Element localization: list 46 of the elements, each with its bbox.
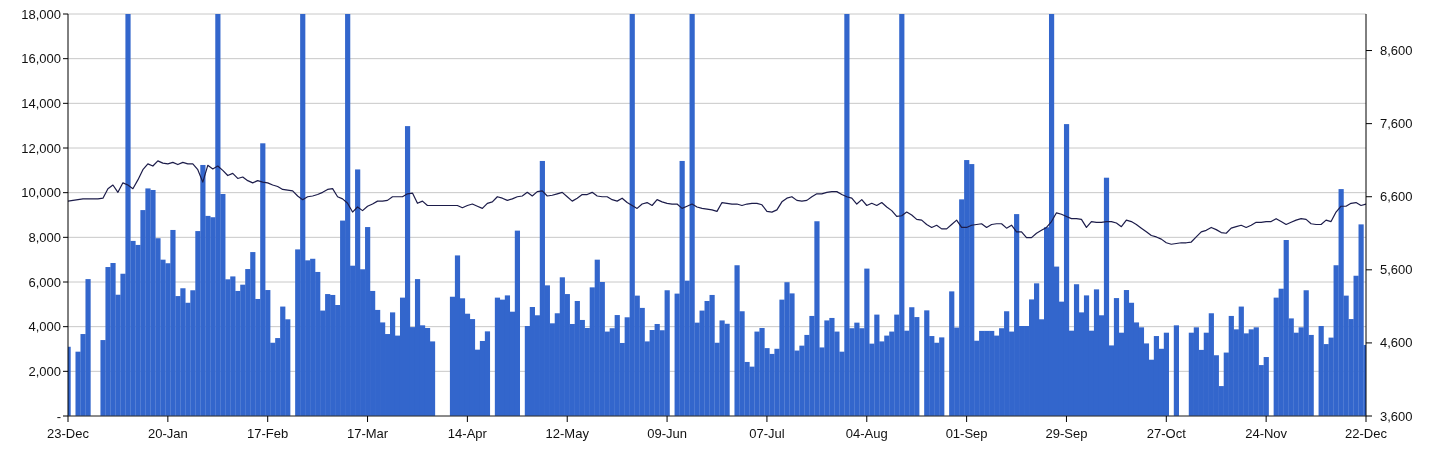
- bar: [494, 297, 501, 416]
- bar: [1173, 325, 1179, 416]
- x-tick-label: 27-Oct: [1146, 426, 1187, 441]
- line-series: [68, 160, 1366, 245]
- bar: [484, 331, 491, 416]
- y-tick-label: 14,000: [21, 95, 61, 111]
- x-tick-label: 23-Dec: [47, 426, 90, 441]
- y-tick-label: 18,000: [21, 6, 61, 22]
- y-tick-label: 6,000: [28, 274, 61, 290]
- y-tick-label: 4,000: [28, 319, 61, 335]
- y-tick-label: 16,000: [21, 51, 61, 67]
- y-tick-label: 10,000: [21, 185, 61, 201]
- y2-tick-label: 8,600: [1380, 43, 1413, 59]
- bar: [1048, 14, 1055, 416]
- x-tick-label: 17-Feb: [247, 426, 289, 441]
- y2-tick-label: 4,600: [1380, 335, 1413, 351]
- x-tick-label: 04-Aug: [845, 426, 888, 441]
- x-tick-label: 20-Jan: [147, 426, 188, 441]
- x-tick-label: 09-Jun: [647, 426, 687, 441]
- x-tick-label: 22-Dec: [1345, 426, 1388, 441]
- x-tick-label: 12-May: [545, 426, 590, 441]
- x-tick-label: 24-Nov: [1245, 426, 1288, 441]
- bar: [949, 291, 955, 416]
- x-tick-label: 17-Mar: [346, 426, 389, 441]
- bar: [924, 310, 930, 416]
- y2-tick-label: 5,600: [1380, 262, 1413, 278]
- bar: [514, 230, 520, 416]
- x-tick-label: 07-Jul: [749, 426, 785, 441]
- bar: [709, 294, 715, 416]
- y-tick-label: 2,000: [28, 363, 61, 379]
- bar: [1358, 224, 1364, 416]
- y-tick-label: -: [56, 408, 61, 424]
- y-tick-label: 8,000: [28, 229, 61, 245]
- y-tick-label: 12,000: [21, 140, 61, 156]
- bar: [404, 126, 411, 416]
- x-tick-label: 29-Sep: [1045, 426, 1088, 441]
- bar: [1163, 332, 1169, 416]
- y2-tick-label: 6,600: [1380, 189, 1413, 205]
- y2-tick-label: 7,600: [1380, 116, 1413, 132]
- bar: [1063, 124, 1070, 416]
- bar: [664, 290, 670, 416]
- bar: [1103, 177, 1110, 416]
- x-tick-label: 14-Apr: [447, 426, 488, 441]
- bar: [1263, 357, 1269, 416]
- x-tick-label: 01-Sep: [945, 426, 988, 441]
- y2-tick-label: 3,600: [1380, 408, 1413, 424]
